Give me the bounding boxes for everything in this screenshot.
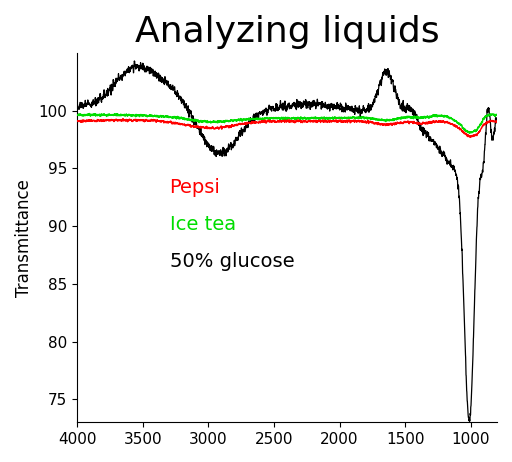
Text: Ice tea: Ice tea (169, 215, 236, 234)
Title: Analyzing liquids: Analyzing liquids (135, 15, 439, 49)
Text: Pepsi: Pepsi (169, 178, 220, 197)
Text: 50% glucose: 50% glucose (169, 252, 294, 271)
Y-axis label: Transmittance: Transmittance (15, 179, 33, 297)
